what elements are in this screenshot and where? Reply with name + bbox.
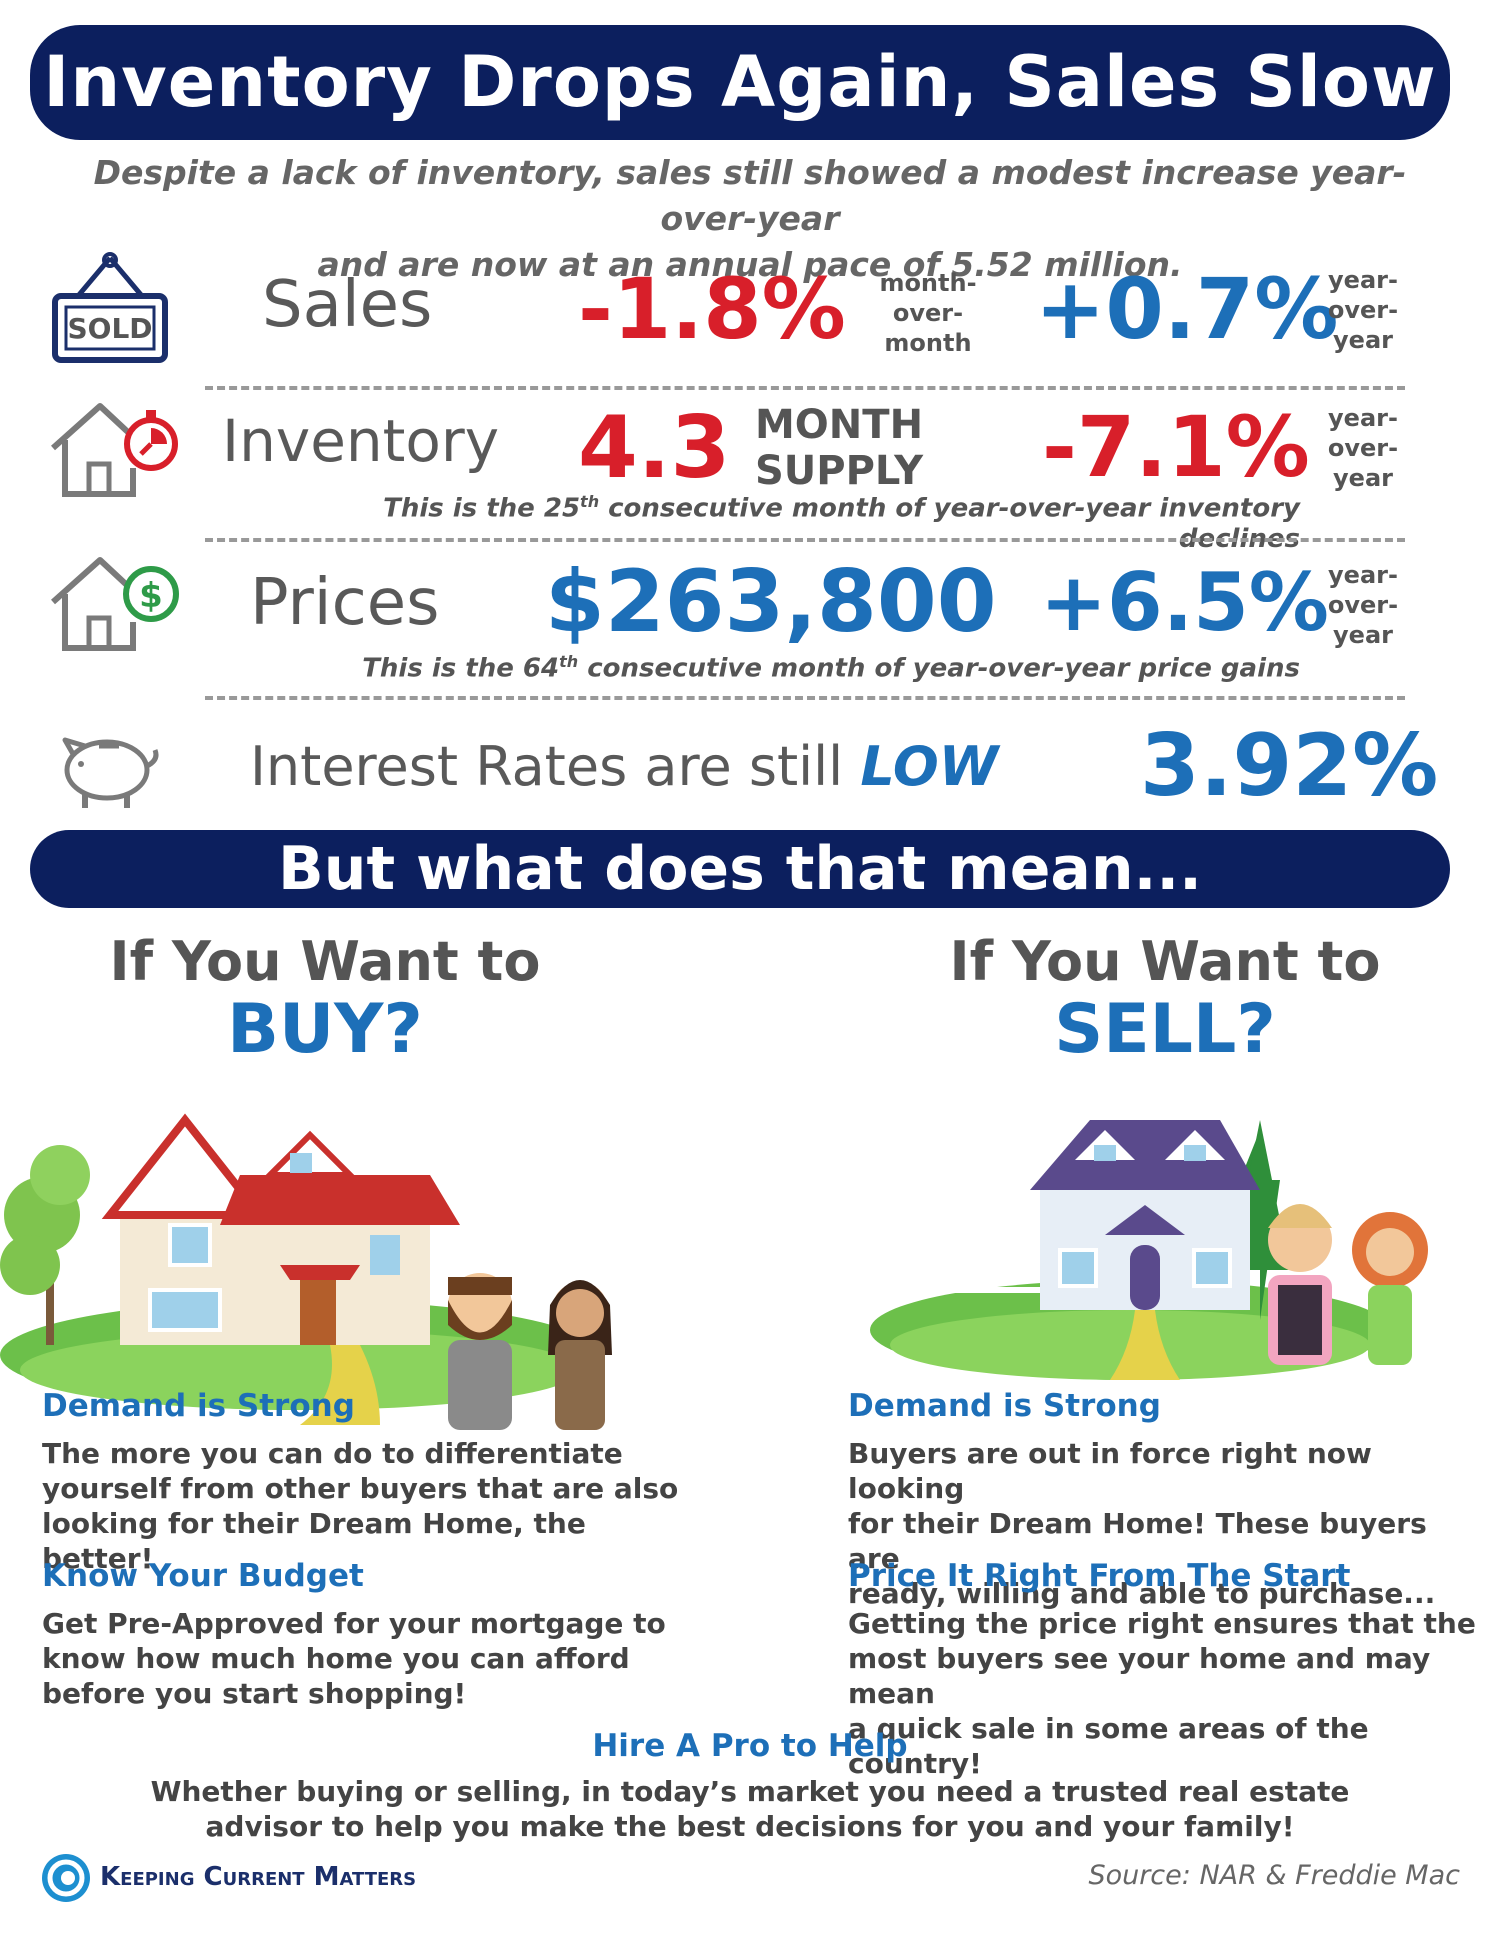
subtitle-line-1: Despite a lack of inventory, sales still… <box>93 153 1407 238</box>
rates-value: 3.92% <box>1140 716 1439 816</box>
buy-section-1-body: The more you can do to differentiate you… <box>42 1437 679 1575</box>
pro-body: Whether buying or selling, in today’s ma… <box>150 1775 1350 1843</box>
inventory-yoy-caption: year- over- year <box>1327 404 1399 492</box>
buy-illustration <box>0 1055 640 1435</box>
subtitle: Despite a lack of inventory, sales still… <box>60 150 1440 288</box>
brand-name: Keeping Current Matters <box>100 1862 417 1892</box>
buy-section-2-title: Know Your Budget <box>42 1558 364 1594</box>
subtitle-line-2: and are now at an annual pace of 5.52 mi… <box>317 245 1183 284</box>
pro-title: Hire A Pro to Help <box>592 1728 908 1764</box>
sales-yoy-caption: year- over- year <box>1327 266 1399 354</box>
rates-low-emphasis: LOW <box>860 735 999 798</box>
sales-label: Sales <box>262 268 433 342</box>
inventory-label: Inventory <box>222 407 500 475</box>
sold-sign-icon: SOLD <box>50 252 170 364</box>
inventory-supply-caption: MONTH SUPPLY <box>755 402 924 494</box>
mean-banner: But what does that mean... <box>30 830 1450 908</box>
svg-text:$: $ <box>139 576 163 616</box>
buy-big: BUY? <box>227 990 423 1069</box>
sell-heading: If You Want to <box>949 930 1381 993</box>
source-note: Source: NAR & Freddie Mac <box>1088 1860 1460 1891</box>
inventory-yoy-value: -7.1% <box>1042 398 1310 496</box>
house-dollar-icon: $ <box>45 552 185 652</box>
inventory-note: This is the 25th consecutive month of ye… <box>383 492 1300 554</box>
inventory-supply-value: 4.3 <box>578 398 731 498</box>
divider <box>205 538 1405 542</box>
house-timer-icon <box>45 398 185 498</box>
kcm-logo-icon <box>40 1852 92 1904</box>
rates-label: Interest Rates are still LOW <box>250 735 999 798</box>
title-banner: Inventory Drops Again, Sales Slow <box>30 25 1450 140</box>
prices-yoy-caption: year- over- year <box>1327 561 1399 649</box>
buy-section-2-body: Get Pre-Approved for your mortgage to kn… <box>42 1607 666 1710</box>
prices-label: Prices <box>250 566 440 640</box>
page-title: Inventory Drops Again, Sales Slow <box>43 41 1437 123</box>
divider <box>205 696 1405 700</box>
sales-yoy-value: +0.7% <box>1035 260 1339 358</box>
buy-heading: If You Want to <box>109 930 541 993</box>
piggy-bank-icon <box>55 730 165 812</box>
sell-big: SELL? <box>1054 990 1276 1069</box>
divider <box>205 386 1405 390</box>
sell-section-1-body: Buyers are out in force right now lookin… <box>848 1437 1436 1610</box>
buy-section-1-title: Demand is Strong <box>42 1388 355 1424</box>
sell-section-2-body: Getting the price right ensures that the… <box>848 1607 1476 1780</box>
sales-mom-value: -1.8% <box>578 260 846 358</box>
prices-note: This is the 64th consecutive month of ye… <box>362 652 1300 684</box>
sell-section-1-title: Demand is Strong <box>848 1388 1161 1424</box>
prices-price-value: $263,800 <box>545 552 997 652</box>
prices-yoy-value: +6.5% <box>1040 556 1329 649</box>
sell-illustration <box>860 1090 1480 1430</box>
sales-mom-caption: month- over- month <box>879 269 977 357</box>
sold-sign-text: SOLD <box>67 312 152 345</box>
sell-section-2-title: Price It Right From The Start <box>848 1558 1351 1594</box>
